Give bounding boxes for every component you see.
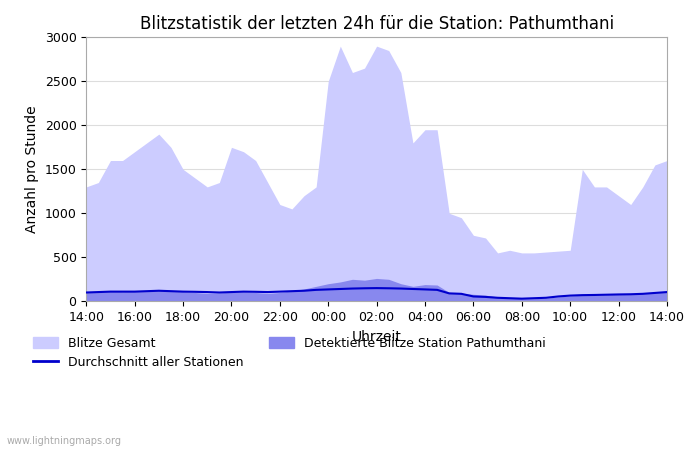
X-axis label: Uhrzeit: Uhrzeit bbox=[351, 329, 402, 344]
Legend: Blitze Gesamt, Durchschnitt aller Stationen, Detektierte Blitze Station Pathumth: Blitze Gesamt, Durchschnitt aller Statio… bbox=[29, 332, 551, 374]
Title: Blitzstatistik der letzten 24h für die Station: Pathumthani: Blitzstatistik der letzten 24h für die S… bbox=[139, 15, 614, 33]
Y-axis label: Anzahl pro Stunde: Anzahl pro Stunde bbox=[25, 105, 39, 233]
Text: www.lightningmaps.org: www.lightningmaps.org bbox=[7, 436, 122, 446]
